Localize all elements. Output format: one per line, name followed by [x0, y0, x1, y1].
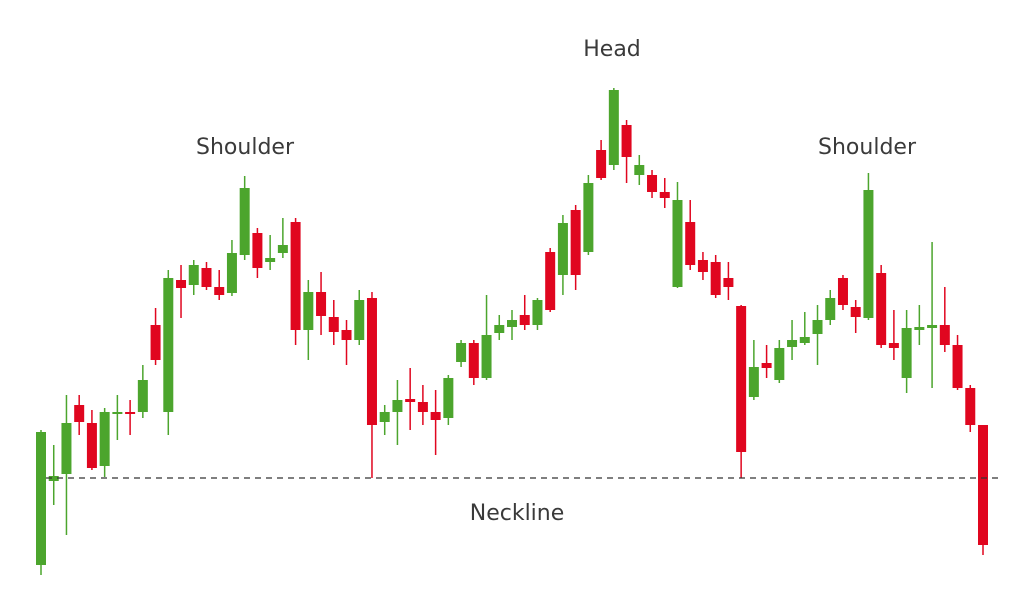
candle-body [965, 388, 976, 425]
candle-body [914, 327, 925, 330]
candle-body [366, 298, 377, 425]
candle-body [736, 306, 747, 452]
candle-body [443, 378, 454, 418]
candle-body [787, 340, 798, 347]
candle-body [863, 190, 874, 318]
candle-body [112, 412, 123, 414]
candle-body [379, 412, 390, 422]
candle-body [265, 258, 276, 262]
candle-body [150, 325, 161, 360]
candle-body [226, 253, 237, 293]
candle-body [176, 280, 187, 288]
candle-body [748, 367, 759, 397]
candle-body [125, 412, 136, 414]
candle-body [774, 348, 785, 380]
candle-body [316, 292, 327, 316]
candle-body [837, 278, 848, 305]
candle-body [621, 125, 632, 157]
candle-body [468, 343, 479, 378]
candle-body [799, 337, 810, 343]
candle-body [608, 90, 619, 165]
candle-body [659, 192, 670, 198]
candle-body [532, 300, 543, 325]
candle-body [494, 325, 505, 333]
candle-body [417, 402, 428, 412]
candle-body [812, 320, 823, 334]
candle-body [252, 233, 263, 268]
candle-body [74, 405, 85, 422]
candle-body [405, 399, 416, 402]
candle-body [596, 150, 607, 178]
annotation: Shoulder [196, 135, 295, 160]
annotation: Head [583, 37, 641, 62]
candle-body [952, 345, 963, 388]
candle-body [634, 165, 645, 175]
candle-body [723, 278, 734, 287]
candle-body [61, 423, 72, 474]
candle-body [201, 268, 212, 287]
candle-body [354, 300, 365, 340]
candle-body [36, 432, 46, 565]
annotation: Shoulder [818, 135, 917, 160]
candle-body [507, 320, 517, 327]
candle-body [430, 412, 441, 420]
candle-body [888, 343, 899, 348]
candle-body [303, 292, 314, 330]
candle-body [710, 262, 721, 295]
candle-body [927, 325, 938, 328]
candle-body [939, 325, 950, 345]
candle-body [825, 298, 836, 320]
candle-body [99, 412, 110, 466]
candle-body [647, 175, 658, 192]
candle-body [328, 317, 339, 332]
candle-body [978, 425, 988, 545]
candle-body [697, 260, 708, 272]
candle-body [456, 343, 467, 362]
candle-body [583, 183, 594, 252]
candle-body [850, 307, 861, 317]
candle-body [86, 423, 97, 468]
candle-body [481, 335, 492, 378]
candle-body [685, 222, 696, 265]
candle-body [876, 273, 887, 345]
candle-body [557, 223, 568, 275]
candle-body [570, 210, 581, 275]
candle-body [163, 278, 174, 412]
candle-body [392, 400, 403, 412]
candle-body [545, 252, 556, 310]
candle-body [239, 188, 250, 255]
candle-body [290, 222, 301, 330]
candle-body [519, 315, 530, 325]
candle-body [672, 200, 683, 287]
candle-body [277, 245, 288, 253]
neckline-label: Neckline [470, 501, 565, 526]
candle-body [901, 328, 912, 378]
candle-body [137, 380, 148, 412]
candle-body [341, 330, 352, 340]
candle-body [48, 476, 59, 481]
candle-body [188, 265, 199, 285]
candle-body [761, 363, 772, 368]
candle-body [214, 287, 225, 295]
